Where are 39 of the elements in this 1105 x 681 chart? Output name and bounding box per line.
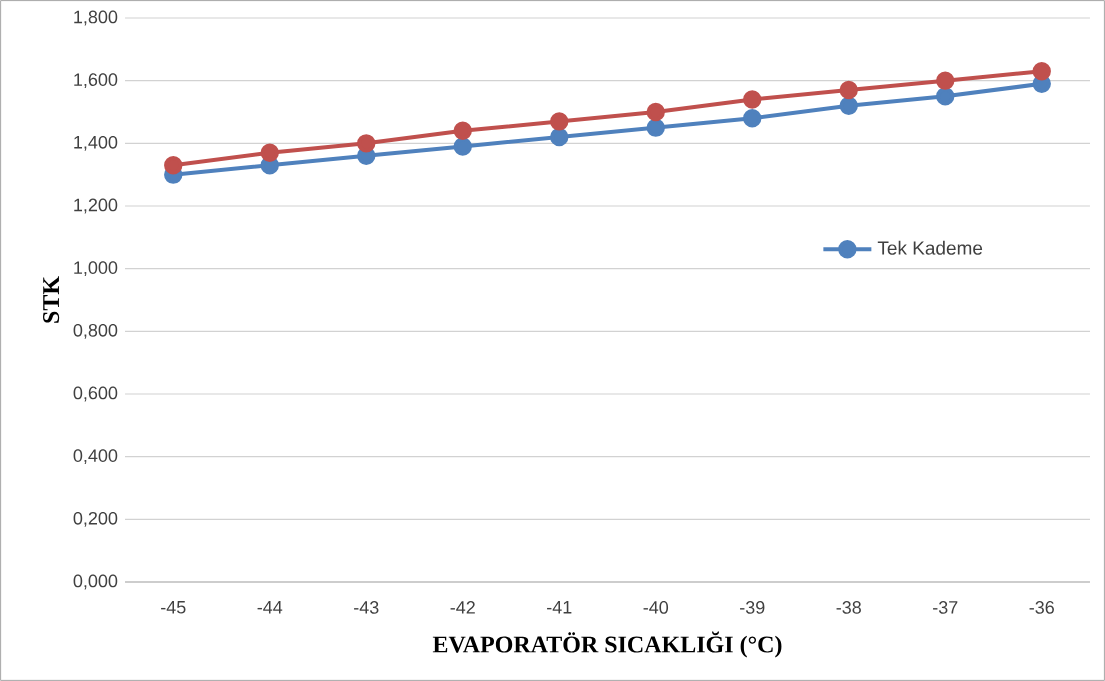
point <box>164 156 183 175</box>
x-tick-label: -40 <box>643 601 669 614</box>
y-tick-label: 1,200 <box>74 198 118 214</box>
point <box>260 143 279 162</box>
point <box>453 121 472 140</box>
y-tick-label: 0,600 <box>73 386 118 402</box>
point <box>646 102 665 122</box>
point <box>839 80 858 100</box>
x-tick-label: -44 <box>257 601 283 614</box>
point <box>357 134 376 153</box>
y-tick-label: 1,000 <box>74 261 118 277</box>
x-tick-label: -45 <box>161 601 186 614</box>
point <box>839 96 858 115</box>
y-tick-label: 0,200 <box>73 511 118 527</box>
point <box>936 71 955 90</box>
x-tick-label: -41 <box>547 601 572 614</box>
y-tick-label: 1,800 <box>74 10 118 26</box>
legend-label: Tek Kademe <box>877 240 983 255</box>
x-axis-title: EVAPORATÖR SICAKLIĞI (°C) <box>432 631 782 658</box>
point <box>743 90 762 109</box>
y-tick-label: 1,400 <box>74 135 118 151</box>
x-tick-label: -36 <box>1029 601 1054 614</box>
x-tick-label: -38 <box>836 601 861 614</box>
x-tick-label: -37 <box>933 601 958 614</box>
point <box>453 137 472 156</box>
point <box>550 127 569 147</box>
x-tick-label: -42 <box>450 601 475 614</box>
y-tick-label: 0,000 <box>73 574 118 590</box>
x-tick-label: -43 <box>354 601 379 614</box>
x-tick-label: -39 <box>740 601 765 614</box>
y-tick-label: 0,400 <box>73 449 118 465</box>
point <box>936 87 955 106</box>
point <box>646 118 665 137</box>
point <box>743 109 762 128</box>
y-tick-label: 0,800 <box>73 323 118 339</box>
point <box>550 112 569 131</box>
y-axis-title: STK <box>43 276 60 323</box>
y-tick-label: 1,600 <box>74 73 118 89</box>
point <box>1032 62 1051 81</box>
